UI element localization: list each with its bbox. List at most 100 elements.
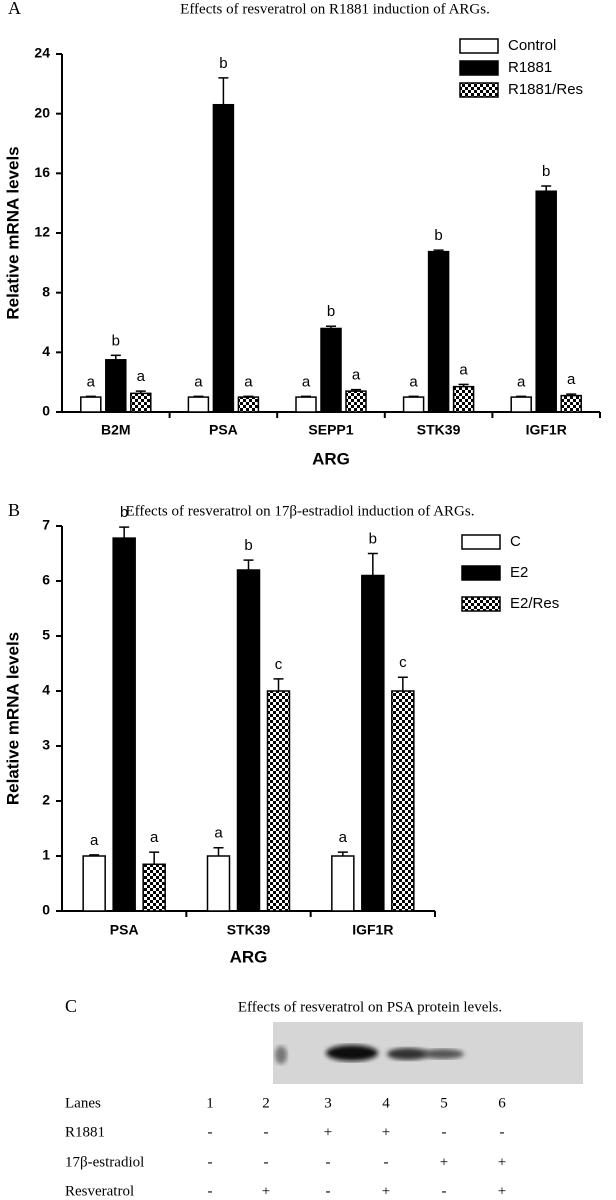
panel-label: A <box>8 0 21 18</box>
panel-label: C <box>65 996 77 1016</box>
legend-label: E2/Res <box>510 595 559 612</box>
significance-label: a <box>302 373 311 390</box>
legend-label: C <box>510 533 521 550</box>
row-cell: + <box>440 1154 448 1170</box>
error-bar <box>541 185 552 192</box>
bar <box>295 396 317 413</box>
y-tick-label: 0 <box>42 403 50 419</box>
legend-swatch <box>461 534 501 550</box>
x-tick-label: SEPP1 <box>308 422 353 438</box>
y-tick-label: 5 <box>42 627 50 643</box>
significance-label: a <box>409 373 418 390</box>
row-cell: - <box>326 1183 331 1199</box>
legend-swatch <box>459 60 499 76</box>
row-label: Lanes <box>65 1095 101 1111</box>
blot-image <box>273 1022 583 1084</box>
row-cell: 2 <box>262 1095 270 1111</box>
error-bar <box>85 395 96 398</box>
row-label: 17β-estradiol <box>65 1154 144 1170</box>
legend-label: R1881 <box>508 59 552 76</box>
y-tick-label: 24 <box>34 45 50 61</box>
x-tick-label: STK39 <box>417 422 461 438</box>
bar <box>236 569 261 912</box>
error-bar <box>337 851 348 856</box>
significance-label: b <box>434 227 442 244</box>
significance-label: b <box>327 303 335 320</box>
significance-label: a <box>87 373 96 390</box>
error-bar <box>516 395 527 398</box>
error-bar <box>243 559 254 570</box>
significance-label: b <box>120 504 128 521</box>
row-cell: 6 <box>498 1095 506 1111</box>
error-bar <box>458 383 469 387</box>
error-bar <box>135 390 146 394</box>
row-cell: - <box>442 1183 447 1199</box>
legend-label: Control <box>508 37 556 54</box>
error-bar <box>351 388 361 392</box>
bar <box>452 385 475 413</box>
error-bar <box>273 678 284 691</box>
row-cell: - <box>384 1154 389 1170</box>
row-label: R1881 <box>65 1124 105 1140</box>
y-tick-label: 7 <box>42 517 50 533</box>
row-cell: - <box>264 1154 269 1170</box>
row-cell: - <box>208 1183 213 1199</box>
legend-swatch <box>461 565 501 581</box>
error-bar <box>301 395 311 398</box>
x-tick-label: PSA <box>209 422 238 438</box>
legend-swatch <box>459 82 499 98</box>
panel-label: B <box>8 500 20 520</box>
x-tick-label: IGF1R <box>352 922 393 938</box>
row-cell: + <box>324 1124 332 1140</box>
error-bar <box>367 552 378 576</box>
bar <box>510 396 532 413</box>
error-bar <box>110 354 121 360</box>
legend-swatch <box>461 596 501 612</box>
bar <box>535 190 557 413</box>
bar <box>427 250 450 413</box>
bar <box>320 327 342 413</box>
bar <box>187 396 210 413</box>
y-tick-label: 2 <box>42 792 50 808</box>
bar <box>206 855 231 912</box>
significance-label: a <box>137 368 146 385</box>
significance-label: b <box>244 537 252 554</box>
error-bar <box>213 847 224 856</box>
significance-label: a <box>214 825 223 842</box>
bar <box>237 396 260 413</box>
significance-label: a <box>517 373 526 390</box>
bar <box>560 394 582 413</box>
y-tick-label: 20 <box>34 104 50 120</box>
row-cell: - <box>326 1154 331 1170</box>
error-bar <box>119 526 130 539</box>
blot-title: Effects of resveratrol on PSA protein le… <box>238 999 502 1015</box>
y-axis-label: Relative mRNA levels <box>3 146 22 319</box>
row-cell: + <box>262 1183 270 1199</box>
y-tick-label: 12 <box>34 224 50 240</box>
bar <box>105 359 127 413</box>
y-tick-label: 16 <box>34 164 50 180</box>
legend-swatch <box>459 38 499 54</box>
bar <box>331 855 355 912</box>
error-bar <box>566 393 577 396</box>
significance-label: a <box>339 829 348 846</box>
bar <box>402 396 425 413</box>
chart-title: Effects of resveratrol on R1881 inductio… <box>180 1 490 17</box>
row-cell: + <box>498 1154 506 1170</box>
error-bar <box>408 395 419 398</box>
bar <box>142 863 166 912</box>
row-cell: + <box>382 1124 390 1140</box>
bar <box>112 537 136 912</box>
significance-label: a <box>459 361 468 378</box>
bar <box>266 690 291 912</box>
significance-label: a <box>90 832 99 849</box>
y-tick-label: 3 <box>42 737 50 753</box>
row-cell: - <box>208 1154 213 1170</box>
error-bar <box>433 249 444 252</box>
significance-label: b <box>369 530 377 547</box>
x-tick-label: STK39 <box>227 922 271 938</box>
x-axis-label: ARG <box>230 947 268 966</box>
y-axis-label: Relative mRNA levels <box>3 632 22 805</box>
row-cell: - <box>500 1124 505 1140</box>
